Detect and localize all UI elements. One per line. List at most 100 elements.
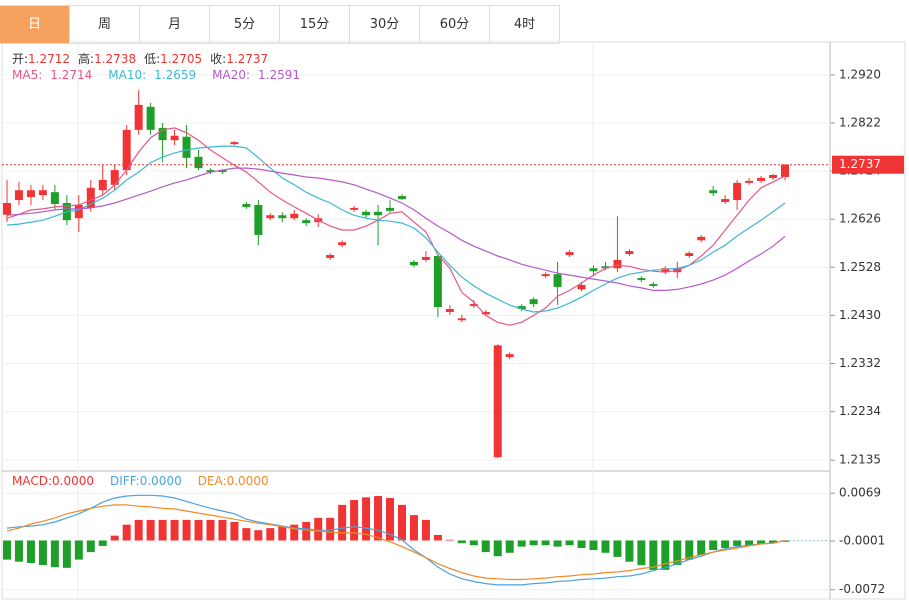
macd-bar <box>62 540 71 568</box>
frame <box>1 41 906 600</box>
macd-bar <box>601 540 610 553</box>
summary-label: 高: <box>78 52 95 66</box>
candle-body <box>122 129 131 171</box>
candle-body <box>50 192 59 204</box>
period-tab[interactable]: 30分 <box>350 6 420 43</box>
candle-body <box>625 251 634 255</box>
candle-body <box>338 242 347 246</box>
candle-body <box>266 215 275 219</box>
macd-bar <box>350 500 359 541</box>
period-tab[interactable]: 4时 <box>490 6 560 43</box>
period-tab[interactable]: 5分 <box>210 6 280 43</box>
legend-name: MA5: <box>12 68 43 82</box>
macd-bar <box>326 517 335 541</box>
summary-value: 1.2737 <box>226 52 269 66</box>
line <box>6 145 786 313</box>
candle-body <box>769 175 778 178</box>
macd-bar <box>625 540 634 562</box>
y-tick-label: 1.2528 <box>839 260 881 274</box>
macd-bar <box>493 540 502 557</box>
candle-body <box>134 104 143 130</box>
candle-body <box>613 259 622 269</box>
macd-bar <box>613 540 622 557</box>
macd-bar <box>50 540 59 568</box>
candle-body <box>733 182 742 201</box>
period-tab[interactable]: 60分 <box>420 6 490 43</box>
candle-body <box>302 220 311 224</box>
candle-body <box>218 170 227 173</box>
period-tab[interactable]: 月 <box>140 6 210 43</box>
period-tab[interactable]: 15分 <box>280 6 350 43</box>
macd-bar <box>433 534 442 541</box>
candle-body <box>26 190 35 198</box>
candle-body <box>386 207 395 211</box>
macd-bar <box>589 540 598 551</box>
macd-bar <box>781 540 789 542</box>
legend-value: 1.2659 <box>154 68 197 82</box>
current-price-box <box>832 155 904 174</box>
candle-body <box>505 354 514 358</box>
macd-bar <box>170 519 179 541</box>
macd-bar <box>541 540 550 546</box>
macd-bar <box>86 540 95 553</box>
macd-bar <box>733 540 742 546</box>
macd-bar <box>266 528 275 541</box>
macd-bar <box>290 524 299 541</box>
candle-body <box>362 211 371 216</box>
period-tab[interactable]: 周 <box>70 6 140 43</box>
legend-name: DIFF: <box>110 474 140 488</box>
candle-body <box>110 170 119 185</box>
candle-body <box>469 304 478 307</box>
macd-bar <box>469 540 478 546</box>
candle-body <box>14 190 23 201</box>
candle-body <box>709 190 718 194</box>
macd-bar <box>302 521 311 541</box>
candle-body <box>661 268 670 273</box>
macd-bar <box>577 540 586 548</box>
candle-body <box>421 256 430 260</box>
macd-bar <box>421 519 430 541</box>
macd-bar <box>481 540 490 553</box>
macd-bar <box>374 495 383 541</box>
macd-bar <box>457 540 466 544</box>
legend-name: DEA: <box>197 474 227 488</box>
y-tick-label: 1.2626 <box>839 212 881 226</box>
macd-bar <box>182 519 191 541</box>
y-tick-label: -0.0072 <box>839 582 885 596</box>
macd-bar <box>649 540 658 570</box>
period-tab[interactable]: 日 <box>0 6 70 43</box>
line <box>6 494 786 586</box>
candle-body <box>74 204 83 219</box>
macd-bar <box>206 519 215 541</box>
macd-bar <box>697 540 706 555</box>
legend-value: 1.2591 <box>258 68 300 82</box>
legend-value: 0.0000 <box>139 474 182 488</box>
line <box>6 167 786 291</box>
legend-name: MA20: <box>212 68 250 82</box>
macd-bar <box>553 540 562 547</box>
candle-body <box>98 179 107 191</box>
macd-bar <box>3 540 11 560</box>
candle-body <box>242 203 251 207</box>
macd-bar <box>98 540 107 546</box>
candle-body <box>433 256 442 308</box>
candle-body <box>649 283 658 286</box>
candle-body <box>553 274 562 287</box>
candle-body <box>3 202 11 215</box>
candle-body <box>278 215 287 219</box>
macd-bar <box>194 519 203 541</box>
candle-body <box>254 204 263 235</box>
macd-bar <box>254 530 263 541</box>
candle-body <box>781 164 789 177</box>
candle-body <box>517 306 526 310</box>
summary-value: 1.2712 <box>28 52 71 66</box>
macd-bar <box>409 515 418 541</box>
candle-body <box>230 142 239 145</box>
macd-bar <box>661 540 670 570</box>
period-tabs: 日周月 5分 15分 30分 60分 4时 <box>0 5 560 44</box>
candle-body <box>481 311 490 315</box>
legend-value: 0.0000 <box>226 474 269 488</box>
macd-bar <box>314 517 323 541</box>
candle-body <box>206 170 215 173</box>
macd-bar <box>278 526 287 541</box>
